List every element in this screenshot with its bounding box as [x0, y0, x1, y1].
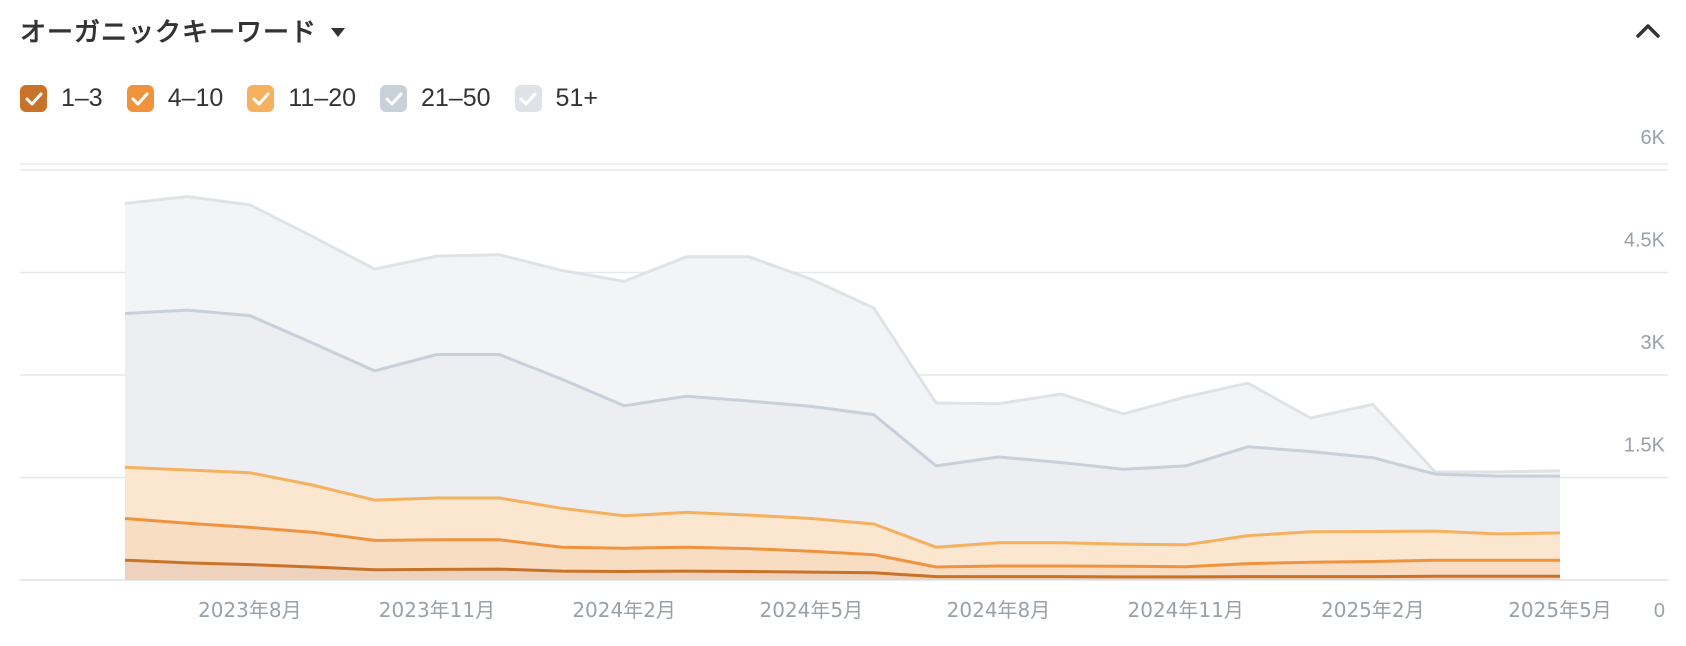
y-tick-label: 6K	[1641, 127, 1666, 149]
y-tick-label: 3K	[1641, 332, 1666, 354]
check-icon	[131, 92, 149, 105]
series-line-51+	[124, 195, 1561, 474]
legend-label: 4–10	[167, 84, 224, 112]
check-icon	[519, 92, 537, 105]
chevron-up-icon	[1636, 24, 1660, 38]
x-tick-label: 2025年5月	[1508, 598, 1612, 622]
legend-checkbox[interactable]	[20, 85, 47, 112]
x-tick-label: 2023年11月	[379, 598, 495, 622]
legend-checkbox[interactable]	[126, 85, 154, 112]
check-icon	[385, 92, 403, 105]
x-tick-label: 2024年5月	[759, 598, 863, 622]
legend-label: 51+	[555, 84, 598, 112]
area-21–50	[125, 310, 1560, 548]
series-lines	[124, 195, 1561, 579]
legend-item-3[interactable]: 11–20	[247, 84, 356, 113]
check-icon	[25, 92, 42, 105]
x-tick-label: 2024年8月	[947, 598, 1051, 622]
y-tick-label: 1.5K	[1624, 435, 1666, 457]
area-layers	[125, 196, 1560, 580]
x-tick-label: 2024年2月	[572, 598, 676, 622]
area-4–10	[125, 518, 1560, 577]
legend-checkbox[interactable]	[380, 85, 408, 112]
series-line-1–3	[124, 558, 1560, 579]
x-tick-label: 2023年8月	[198, 598, 302, 622]
caret-down-icon	[331, 27, 346, 37]
x-axis-labels: 2023年8月 2023年11月 2024年2月 2024年5月 2024年8月 2024…	[198, 598, 1612, 622]
legend-item-2[interactable]: 4–10	[126, 84, 224, 113]
legend-label: 11–20	[288, 84, 357, 112]
chart-legend: 1–3 4–10 11–20 21–50 51+	[20, 84, 622, 113]
section-header: オーガニックキーワード	[20, 8, 1666, 52]
x-tick-label: 2025年2月	[1321, 598, 1425, 622]
series-line-4–10	[124, 517, 1560, 569]
y-tick-label: 4.5K	[1624, 230, 1666, 252]
area-51+	[125, 196, 1560, 477]
legend-item-5[interactable]: 51+	[514, 84, 598, 113]
y-tick-label: 0	[1654, 600, 1665, 622]
legend-checkbox[interactable]	[514, 85, 542, 112]
check-icon	[252, 92, 270, 105]
area-1–3	[125, 560, 1560, 580]
section-title: オーガニックキーワード	[20, 17, 318, 48]
collapse-button[interactable]	[1630, 12, 1666, 48]
legend-item-1[interactable]: 1–3	[20, 84, 103, 113]
legend-label: 1–3	[61, 84, 103, 112]
title-dropdown[interactable]: オーガニックキーワード	[20, 12, 346, 49]
legend-label: 21–50	[421, 84, 491, 112]
x-tick-label: 2024年11月	[1127, 598, 1243, 622]
legend-item-4[interactable]: 21–50	[380, 84, 491, 113]
legend-checkbox[interactable]	[247, 85, 275, 112]
series-line-11–20	[124, 465, 1561, 549]
y-axis-labels: 1.5K 3K 4.5K 6K 0	[1624, 127, 1666, 622]
series-line-21–50	[124, 308, 1560, 478]
